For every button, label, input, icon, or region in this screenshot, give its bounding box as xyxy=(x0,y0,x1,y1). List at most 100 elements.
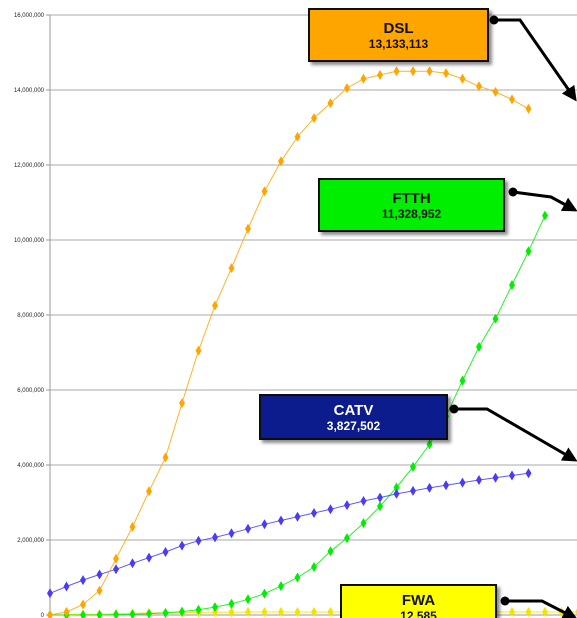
data-point-ftth xyxy=(525,246,532,257)
series-line-catv xyxy=(49,472,529,594)
data-point-ftth xyxy=(426,439,433,450)
data-point-catv xyxy=(443,480,449,491)
data-point-dsl xyxy=(377,70,383,80)
data-point-dsl xyxy=(327,98,334,109)
data-point-dsl xyxy=(311,113,317,124)
data-point-catv xyxy=(410,485,416,496)
data-point-catv xyxy=(294,511,301,522)
data-point-catv xyxy=(327,504,334,515)
data-point-ftth xyxy=(509,280,515,290)
data-point-catv xyxy=(195,535,202,546)
data-point-dsl xyxy=(443,68,449,79)
data-point-ftth xyxy=(294,572,301,583)
data-point-catv xyxy=(525,468,532,479)
data-point-dsl xyxy=(278,156,284,167)
y-tick-label: 8,000,000 xyxy=(17,313,44,319)
callout-dot-catv xyxy=(449,404,459,414)
data-point-catv xyxy=(459,477,466,488)
data-point-ftth xyxy=(80,610,86,618)
data-point-catv xyxy=(492,472,499,483)
data-point-catv xyxy=(360,496,367,506)
data-point-dsl xyxy=(261,186,268,197)
callout-box-catv xyxy=(259,394,448,440)
data-point-dsl xyxy=(162,452,169,463)
data-point-dsl xyxy=(476,81,482,92)
data-point-catv xyxy=(212,532,218,543)
data-point-ftth xyxy=(542,210,548,221)
data-point-ftth xyxy=(245,594,251,605)
callout-dot-fwa xyxy=(500,596,510,606)
data-point-fwa xyxy=(327,607,334,617)
callout-arrow-fwa xyxy=(505,599,577,618)
callout-dot-dsl xyxy=(489,15,499,25)
y-tick-label: 4,000,000 xyxy=(17,463,44,469)
data-point-ftth xyxy=(410,461,416,472)
data-point-fwa xyxy=(509,607,515,617)
callout-label-catv: CATV xyxy=(334,402,374,419)
data-point-fwa xyxy=(261,607,268,617)
data-point-dsl xyxy=(344,83,350,94)
callout-value-dsl: 13,133,113 xyxy=(369,37,429,51)
data-point-ftth xyxy=(327,546,334,557)
data-point-ftth xyxy=(278,581,284,592)
data-point-ftth xyxy=(195,604,202,615)
data-point-ftth xyxy=(113,609,119,618)
y-tick-label: 0 xyxy=(41,613,45,618)
callout-box-dsl xyxy=(308,8,489,62)
data-point-catv xyxy=(146,552,152,563)
data-point-dsl xyxy=(294,131,301,142)
data-point-ftth xyxy=(179,606,185,617)
callout-value-fwa: 12,585 xyxy=(400,609,437,618)
data-point-catv xyxy=(509,470,515,481)
callout-value-catv: 3,827,502 xyxy=(327,419,381,433)
data-point-ftth xyxy=(393,482,400,493)
data-point-ftth xyxy=(129,609,136,618)
data-point-dsl xyxy=(47,610,53,618)
data-point-catv xyxy=(63,581,70,592)
data-point-catv xyxy=(311,508,317,518)
data-point-dsl xyxy=(492,86,499,97)
data-point-catv xyxy=(393,488,400,499)
data-point-fwa xyxy=(311,607,317,617)
callout-label-ftth: FTTH xyxy=(392,190,430,207)
data-point-fwa xyxy=(294,607,301,617)
data-point-ftth xyxy=(492,313,499,324)
y-tick-label: 2,000,000 xyxy=(17,538,44,544)
data-point-catv xyxy=(278,515,284,526)
data-point-dsl xyxy=(146,486,152,497)
data-point-dsl xyxy=(360,73,367,84)
data-point-dsl xyxy=(509,94,515,105)
data-point-dsl xyxy=(212,300,218,311)
data-point-catv xyxy=(162,547,169,557)
data-point-dsl xyxy=(459,73,466,84)
y-tick-label: 10,000,000 xyxy=(14,238,45,244)
data-point-dsl xyxy=(410,66,416,77)
series-catv xyxy=(47,468,532,599)
data-point-catv xyxy=(113,564,119,575)
data-point-ftth xyxy=(360,518,367,529)
data-point-catv xyxy=(47,588,53,599)
callout-arrow-catv xyxy=(454,407,577,462)
data-point-fwa xyxy=(542,607,548,617)
data-point-dsl xyxy=(245,223,251,234)
callout-box-ftth xyxy=(318,178,505,232)
y-tick-label: 6,000,000 xyxy=(17,388,44,394)
gridlines xyxy=(50,14,577,541)
series-group xyxy=(47,66,577,618)
data-point-ftth xyxy=(311,562,317,572)
callout-value-ftth: 11,328,952 xyxy=(382,207,442,221)
callout-dot-ftth xyxy=(508,187,518,197)
data-point-ftth xyxy=(459,375,466,386)
data-point-fwa xyxy=(278,607,284,617)
data-point-catv xyxy=(228,528,235,539)
callout-box-fwa xyxy=(340,584,497,618)
data-point-dsl xyxy=(525,103,532,114)
data-point-ftth xyxy=(212,602,218,613)
data-point-ftth xyxy=(476,341,482,352)
data-point-ftth xyxy=(146,608,152,618)
